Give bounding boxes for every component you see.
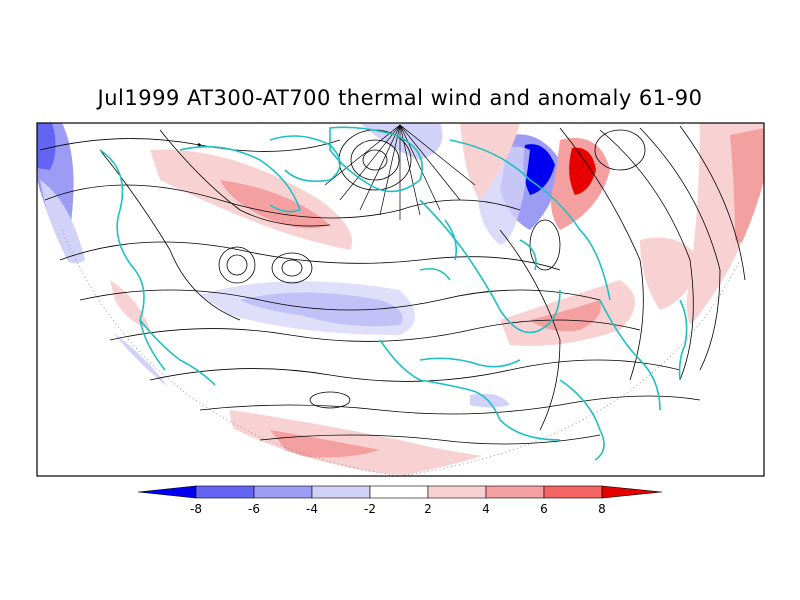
coastline-arctic-islands <box>269 135 341 183</box>
vortex <box>218 246 256 284</box>
vortex <box>281 259 303 277</box>
coastline-alaska <box>179 145 302 213</box>
coastline-north-america <box>99 149 166 371</box>
colorbar-label: 6 <box>540 502 548 516</box>
streamline <box>679 125 746 281</box>
coastline-islands-1 <box>419 267 451 281</box>
streamline <box>149 359 681 382</box>
neg-anomaly-north <box>360 123 443 160</box>
colorbar-label: 2 <box>424 502 432 516</box>
pos-anomaly-atlantic <box>640 237 700 310</box>
map-title: Jul1999 AT300-AT700 thermal wind and ano… <box>97 86 703 110</box>
pos-anomaly-siberia-core <box>569 147 596 195</box>
colorbar-label: -2 <box>364 502 376 516</box>
coastline-asia-north <box>449 139 611 301</box>
coastline-japan <box>678 299 688 381</box>
coastline-greenland <box>329 126 423 193</box>
coastlines <box>99 126 688 461</box>
coastline-mediterranean <box>419 357 521 368</box>
colorbar-label: -6 <box>248 502 260 516</box>
colorbar-segment <box>427 485 487 499</box>
streamline <box>259 434 601 445</box>
neg-anomaly-left-arc <box>110 330 170 390</box>
hemisphere-boundary <box>61 229 401 477</box>
colorbar-label: -4 <box>306 502 318 516</box>
vortex <box>529 219 561 271</box>
streamline <box>199 395 701 415</box>
vortex <box>309 391 351 409</box>
vortex <box>362 149 388 171</box>
streamline <box>559 127 644 381</box>
coastline-africa <box>379 339 561 441</box>
streamline <box>599 129 694 381</box>
streamline <box>39 138 341 152</box>
coastline-india <box>559 379 605 461</box>
colorbar-segment <box>137 485 197 499</box>
streamline <box>79 289 601 311</box>
streamline <box>159 129 331 227</box>
colorbar-segment <box>601 485 663 499</box>
colorbar-segment <box>195 485 255 499</box>
plot-frame <box>36 122 765 477</box>
colorbar-segment <box>311 485 371 499</box>
colorbar-label: 4 <box>482 502 490 516</box>
colorbar-segment <box>369 485 429 499</box>
colorbar-segment <box>485 485 545 499</box>
colorbar-label: -8 <box>190 502 202 516</box>
coastline-islands-3 <box>519 239 537 271</box>
pos-anomaly-central-asia-mid <box>530 300 601 332</box>
colorbar-segment <box>253 485 313 499</box>
vortex <box>350 139 400 181</box>
pos-anomaly-north-ridge <box>460 123 520 200</box>
neg-anomaly-siberia-core <box>523 144 555 195</box>
vortex <box>271 252 313 284</box>
neg-anomaly-west-inner <box>40 180 85 264</box>
colorbar-segment <box>543 485 603 499</box>
coastline-asia-east <box>599 299 661 411</box>
streamline <box>99 149 241 321</box>
streamline <box>59 241 561 271</box>
coastline-central-america <box>139 319 216 386</box>
neg-anomaly-south <box>470 393 510 408</box>
streamline <box>639 127 721 371</box>
streamline <box>499 229 561 431</box>
neg-anomaly-west-pacific-core <box>37 123 56 170</box>
colorbar: -8 -6 -4 -2 2 4 6 8 <box>137 485 663 516</box>
vortex <box>226 254 248 276</box>
coastline-islands-2 <box>444 219 458 261</box>
vortex <box>594 129 646 171</box>
colorbar-label: 8 <box>598 502 606 516</box>
